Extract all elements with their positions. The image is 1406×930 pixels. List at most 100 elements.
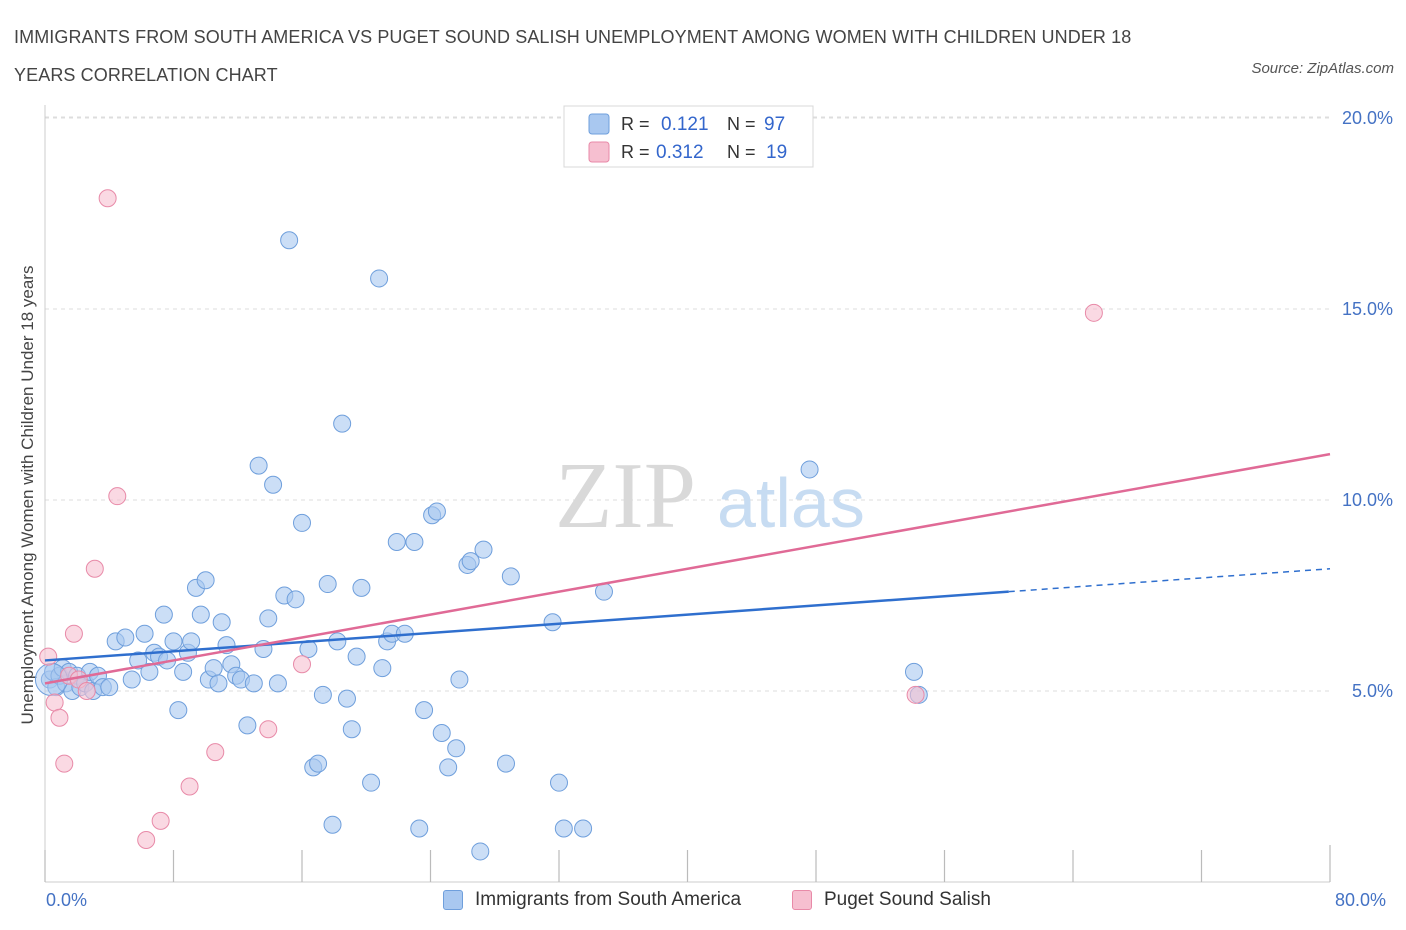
salish-trend-line <box>44 452 1331 685</box>
bottom-legend-item-immigrants: Immigrants from South America <box>443 889 741 911</box>
salish-point-15 <box>259 720 278 739</box>
immigrants-trend-extension <box>1008 568 1331 593</box>
immigrants-point-63 <box>347 647 366 666</box>
trend-lines <box>44 452 1331 685</box>
legend-swatch-blue <box>588 113 610 135</box>
bottom-legend: Immigrants from South America Puget Soun… <box>0 889 1406 915</box>
immigrants-point-60 <box>333 414 352 433</box>
immigrants-point-74 <box>415 701 434 720</box>
immigrants-point-66 <box>370 269 389 288</box>
immigrants-point-76 <box>427 502 446 521</box>
immigrants-point-17 <box>116 628 135 647</box>
salish-point-1 <box>45 693 64 712</box>
immigrants-point-37 <box>212 613 231 632</box>
immigrants-point-92 <box>800 460 819 479</box>
immigrants-point-47 <box>264 475 283 494</box>
y-tick-label-1: 10.0% <box>1342 490 1393 510</box>
series-immigrants-points <box>34 231 928 861</box>
immigrants-point-50 <box>280 231 299 250</box>
immigrants-point-70 <box>387 533 406 552</box>
salish-point-13 <box>180 777 199 796</box>
legend-r-label-1: R = <box>621 114 650 134</box>
immigrants-point-82 <box>461 552 480 571</box>
salish-point-5 <box>64 624 83 643</box>
immigrants-point-65 <box>362 773 381 792</box>
immigrants-point-59 <box>328 632 347 651</box>
immigrants-point-32 <box>191 605 210 624</box>
immigrants-point-18 <box>122 670 141 689</box>
salish-point-8 <box>85 559 104 578</box>
immigrants-point-43 <box>244 674 263 693</box>
immigrants-point-79 <box>447 739 466 758</box>
legend-r-value-2: 0.312 <box>656 142 704 163</box>
immigrants-point-87 <box>543 613 562 632</box>
immigrants-point-19 <box>129 651 148 670</box>
immigrants-point-15 <box>100 678 119 697</box>
immigrants-point-52 <box>293 513 311 532</box>
salish-point-11 <box>137 830 156 849</box>
immigrants-point-48 <box>268 674 287 693</box>
immigrants-point-28 <box>174 662 193 681</box>
immigrants-point-55 <box>309 754 328 773</box>
axes <box>44 105 1331 883</box>
immigrants-trend-line <box>44 590 1009 662</box>
immigrants-point-78 <box>439 758 458 777</box>
immigrants-point-84 <box>474 540 493 559</box>
immigrants-point-72 <box>405 533 424 552</box>
y-tick-label-0: 5.0% <box>1352 681 1393 701</box>
immigrants-point-64 <box>352 578 371 597</box>
y-tick-label-2: 15.0% <box>1342 299 1393 319</box>
legend-n-label-1: N = <box>727 114 756 134</box>
watermark-zip: ZIP <box>555 444 696 548</box>
immigrants-point-90 <box>574 819 593 838</box>
immigrants-point-86 <box>501 567 520 586</box>
immigrants-point-56 <box>313 685 332 704</box>
immigrants-point-85 <box>496 754 515 773</box>
immigrants-point-77 <box>432 724 451 743</box>
immigrants-point-33 <box>196 571 215 590</box>
immigrants-point-93 <box>904 662 923 681</box>
bottom-legend-label-immigrants: Immigrants from South America <box>475 889 742 910</box>
watermark-atlas: atlas <box>717 464 865 542</box>
salish-point-10 <box>108 487 127 506</box>
bottom-legend-swatch-blue <box>443 890 463 910</box>
y-tick-labels: 5.0% 10.0% 15.0% 20.0% <box>1342 108 1393 701</box>
legend-n-value-2: 19 <box>766 142 787 163</box>
legend-n-label-2: N = <box>727 142 756 162</box>
immigrants-point-35 <box>204 659 223 678</box>
salish-point-3 <box>55 754 74 773</box>
immigrants-point-46 <box>259 609 278 628</box>
bottom-legend-item-salish: Puget Sound Salish <box>792 889 991 911</box>
legend-box: R = 0.121 N = 97 R = 0.312 N = 19 <box>563 105 814 168</box>
series-salish-points <box>39 189 1103 849</box>
immigrants-point-80 <box>450 670 469 689</box>
salish-point-9 <box>98 189 117 208</box>
immigrants-point-30 <box>182 632 201 651</box>
immigrants-point-44 <box>249 456 268 475</box>
bottom-legend-label-salish: Puget Sound Salish <box>824 889 991 910</box>
immigrants-point-83 <box>471 842 490 861</box>
immigrants-point-61 <box>337 689 356 708</box>
salish-point-16 <box>293 655 311 674</box>
immigrants-point-24 <box>154 605 173 624</box>
immigrants-point-58 <box>323 815 342 834</box>
salish-point-2 <box>50 708 69 727</box>
salish-point-18 <box>1084 303 1103 322</box>
watermark: ZIP atlas <box>555 444 865 548</box>
x-tick-min: 0.0% <box>46 890 88 910</box>
immigrants-point-21 <box>140 662 159 681</box>
immigrants-point-88 <box>550 773 568 792</box>
immigrants-point-73 <box>410 819 429 838</box>
y-tick-label-3: 20.0% <box>1342 108 1393 128</box>
gridlines <box>45 116 1330 692</box>
immigrants-point-57 <box>318 575 337 594</box>
salish-point-7 <box>77 682 96 700</box>
legend-swatch-pink <box>588 141 610 163</box>
immigrants-point-62 <box>342 720 361 739</box>
immigrants-point-27 <box>169 701 188 720</box>
legend-n-value-1: 97 <box>764 114 785 135</box>
immigrants-point-42 <box>238 716 257 735</box>
legend-r-label-2: R = <box>621 142 650 162</box>
immigrants-point-20 <box>135 624 154 643</box>
